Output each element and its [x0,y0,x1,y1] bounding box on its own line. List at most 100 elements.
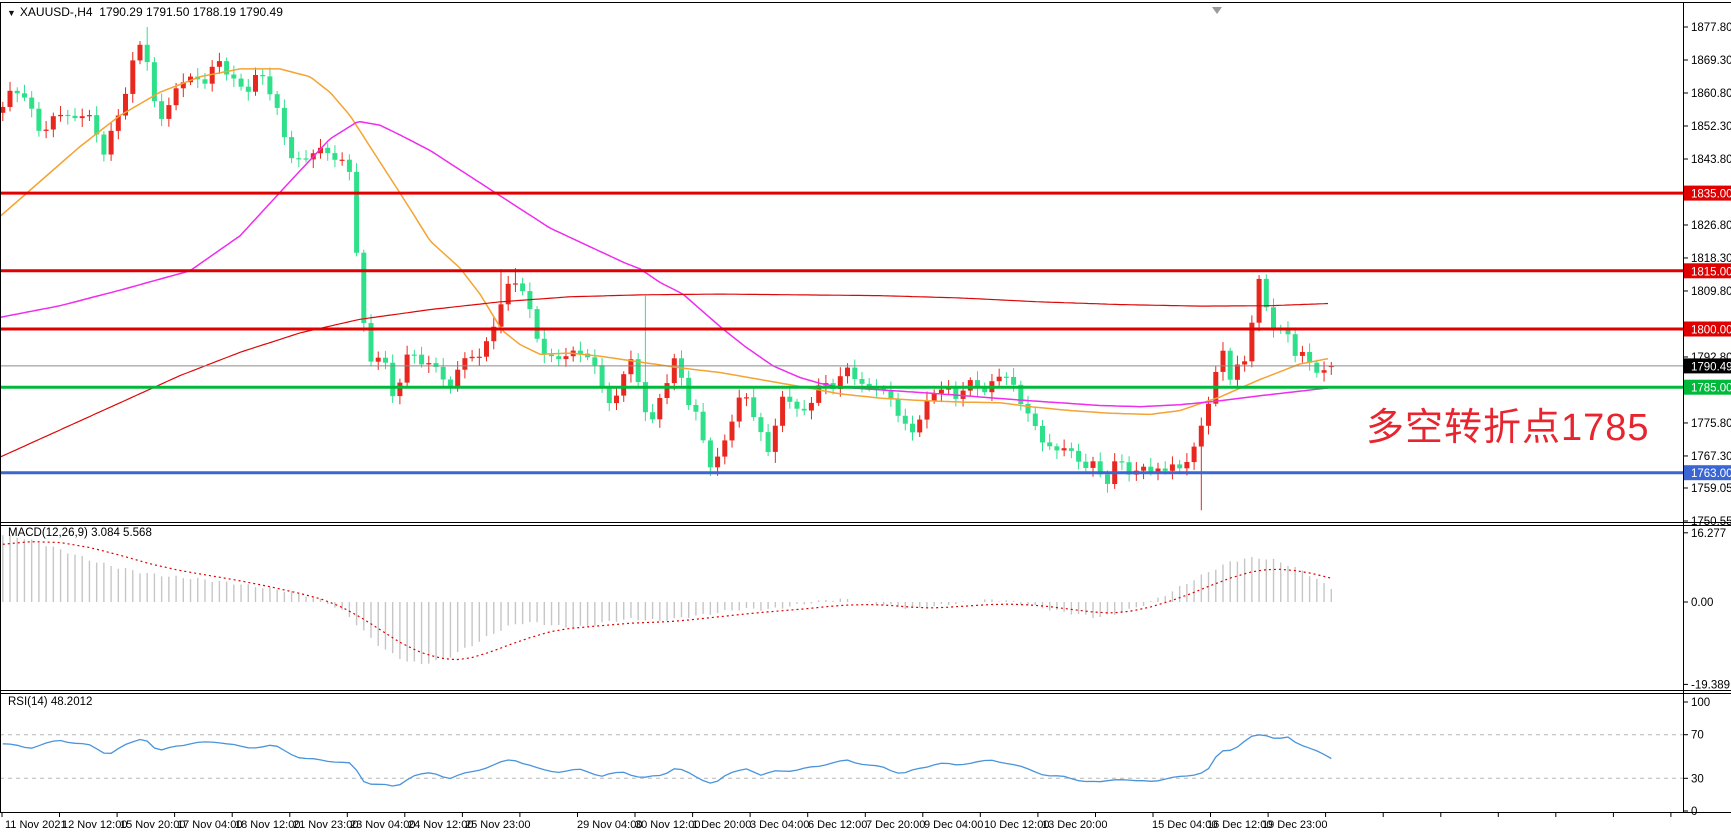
candle-body [462,358,468,370]
candle-body [245,86,251,92]
price-axis-label: 1877.80 [1691,22,1731,34]
candle-body [188,76,193,83]
symbol-name: XAUUSD-,H4 [19,5,93,19]
time-axis-label: 7 Dec 20:00 [866,819,925,831]
candle-body [469,356,475,359]
time-axis-label: 19 Dec 23:00 [1262,819,1327,831]
candle-body [447,379,453,387]
candle-body [975,380,980,389]
candle-body [787,396,793,402]
candle-body [224,61,230,75]
candle-body [549,354,554,357]
candle-body [599,365,605,388]
candle-body [159,101,165,119]
candle-body [72,115,78,119]
chart-title: ▼ XAUUSD-,H4 1790.29 1791.50 1788.19 1790… [7,5,283,19]
candle-body [563,356,569,360]
candle-body [36,108,42,131]
candle-body [1169,464,1175,471]
candle-body [693,405,699,412]
candle-body [996,376,1002,382]
candle-body [895,398,901,416]
candle-body [231,74,237,79]
price-axis[interactable] [1683,3,1731,812]
candle-body [967,380,973,391]
candle-body [794,401,800,409]
price-axis-label: 1818.30 [1691,253,1731,265]
candle-body [520,283,526,292]
candle-body [368,323,374,362]
time-axis[interactable] [0,813,1731,839]
candle-body [58,114,64,117]
time-axis-label: 13 Dec 20:00 [1042,819,1107,831]
candle-body [910,423,915,433]
candle-body [1025,404,1031,414]
macd-signal-line [2,541,1332,661]
price-badge-text: 1790.49 [1691,361,1731,373]
candle-body [476,356,482,358]
candle-body [592,357,598,366]
candle-body [253,75,258,92]
price-axis-label: 1869.30 [1691,55,1731,67]
time-axis-label: 15 Dec 04:00 [1152,819,1217,831]
candle-body [1032,413,1038,426]
candle-body [1191,446,1197,463]
candle-body [751,397,757,418]
price-badge-1835.00 [1684,185,1731,201]
candle-body [902,415,908,424]
candle-body [1242,361,1248,365]
candle-body [931,393,937,401]
candle-body [1234,364,1240,380]
price-axis-label: 1759.05 [1691,483,1731,495]
candle-body [1299,352,1305,356]
macd-axis-label: -19.389 [1691,679,1730,691]
candle-body [180,82,186,89]
time-axis-label: 6 Dec 12:00 [808,819,867,831]
candle-body [144,44,150,63]
candle-body [845,367,850,377]
time-axis-label: 15 Nov 20:00 [120,819,185,831]
price-badge-1785.00 [1684,379,1731,395]
rsi-line [2,734,1332,787]
rsi-plot-area[interactable] [0,693,1683,812]
ma-mid-magenta [0,120,1329,408]
candle-body [361,252,367,323]
candle-body [837,376,843,390]
price-badge-1790.49 [1684,358,1731,374]
candle-body [1227,350,1233,380]
price-badge-text: 1835.00 [1691,189,1731,201]
time-axis-label: 1 Dec 20:00 [692,819,751,831]
candle-body [339,159,345,161]
candle-body [419,354,425,365]
candle-body [700,411,706,441]
candle-body [938,389,944,394]
price-badge-text: 1785.00 [1691,383,1731,395]
candle-body [859,379,865,384]
candle-body [765,432,771,452]
candle-body [404,354,410,383]
candle-body [303,158,309,160]
main-plot-area[interactable] [0,3,1683,522]
candle-body [606,388,612,403]
candle-body [1011,377,1017,385]
ohlc-open: 1790.29 [99,5,143,19]
candle-body [238,78,244,87]
candle-body [50,116,56,130]
price-badge-1815.00 [1684,263,1731,279]
time-axis-label: 12 Nov 12:00 [62,819,127,831]
candle-body [801,408,807,411]
candle-body [260,75,266,77]
macd-axis-label: 0.00 [1691,597,1713,609]
candle-body [917,419,923,433]
ma-slow-red [0,293,1329,458]
candle-body [1141,466,1147,471]
candle-body [628,359,634,375]
macd-plot-area[interactable] [0,525,1683,690]
candle-body [556,356,562,360]
price-badge-text: 1763.00 [1691,468,1731,480]
candle-body [1206,403,1211,426]
candle-body [130,60,136,94]
candle-body [43,129,49,131]
